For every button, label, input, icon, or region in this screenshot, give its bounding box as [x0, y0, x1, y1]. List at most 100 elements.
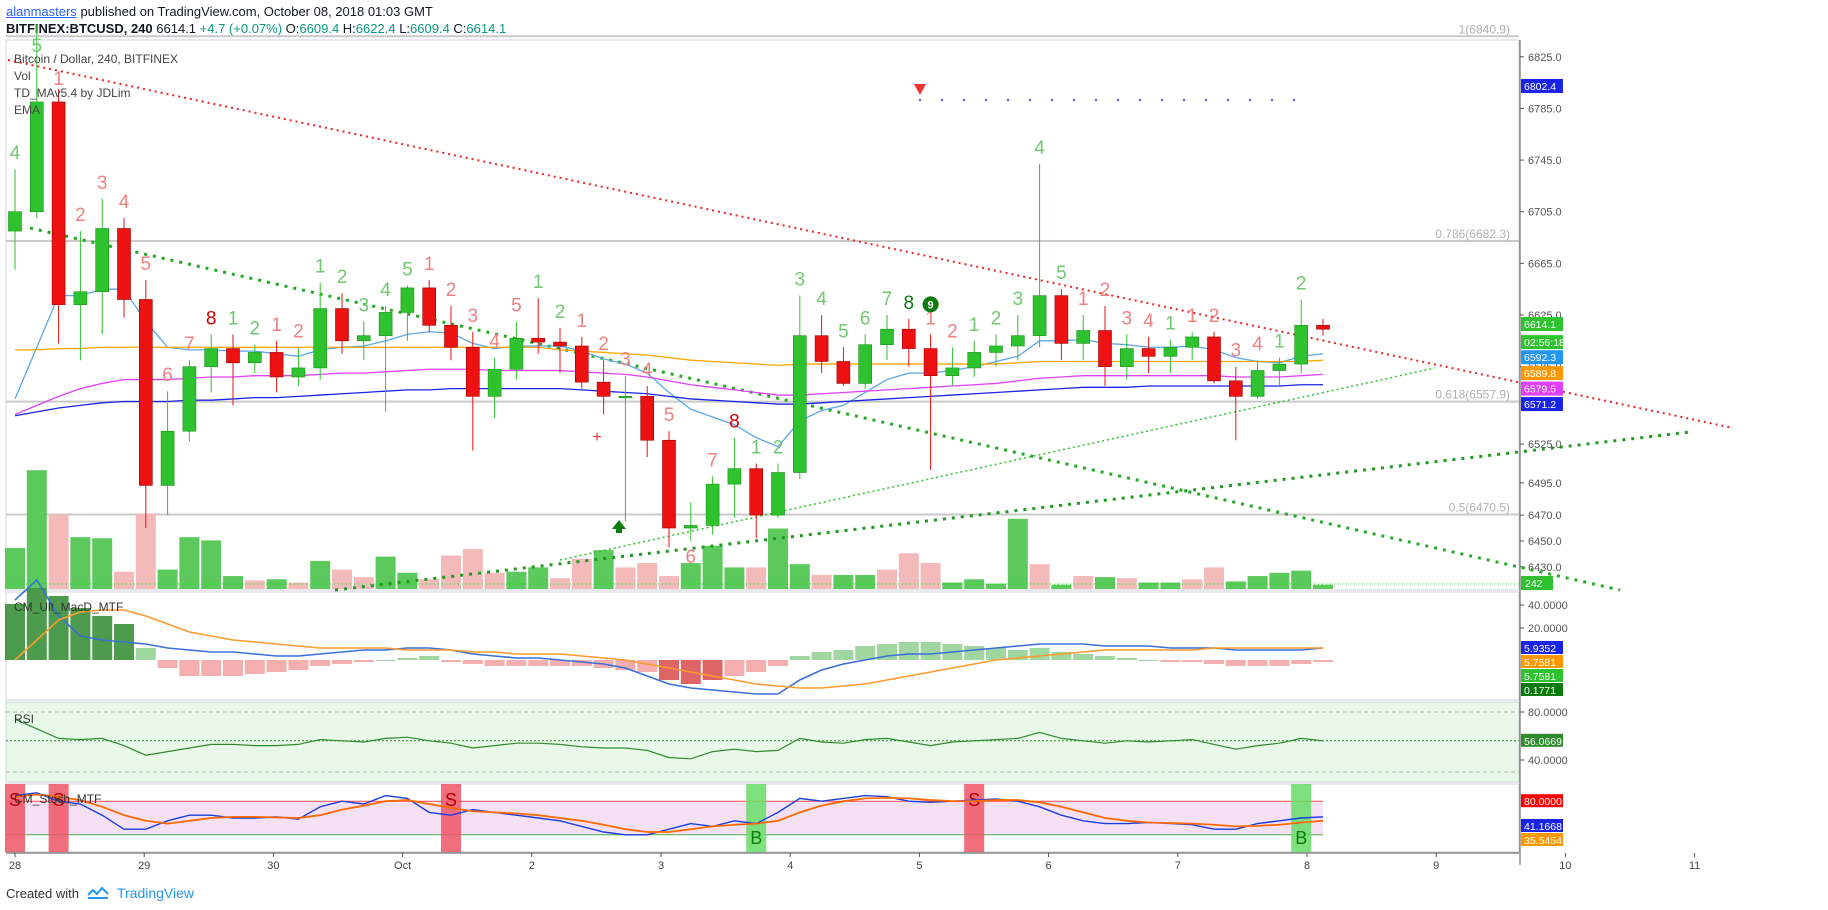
- volume-bar: [1313, 584, 1333, 589]
- td-count-label: 6: [686, 547, 697, 568]
- candle-body: [923, 348, 938, 376]
- volume-bar: [244, 580, 265, 589]
- candle-body: [444, 325, 458, 348]
- candle-body: [749, 468, 764, 516]
- macd-histogram-bar: [1291, 660, 1312, 664]
- volume-bar: [571, 558, 592, 589]
- td-count-label: 2: [947, 321, 958, 342]
- candle-body: [95, 228, 109, 293]
- stoch-upper-box: [1521, 794, 1563, 808]
- time-tick-label: 10: [1559, 860, 1571, 872]
- volume-bar: [462, 549, 483, 589]
- candle-body: [139, 299, 153, 486]
- td-count-label: 1: [751, 437, 762, 458]
- macd-signal-line: [14, 609, 1323, 689]
- td-count-label: 3: [468, 306, 479, 327]
- macd-histogram-bar: [288, 660, 309, 670]
- volume-bar: [1138, 582, 1159, 589]
- trading-chart[interactable]: 6825.06785.06745.06705.06665.06625.06585…: [0, 0, 1828, 880]
- macd-histogram-bar: [201, 660, 222, 676]
- macd-histogram-bar: [898, 642, 919, 660]
- price-label-text: 6614.1: [1524, 319, 1556, 331]
- signal-dot: [918, 98, 922, 102]
- signal-dot: [1160, 98, 1164, 102]
- volume-bar: [441, 555, 461, 589]
- candle-body: [1098, 330, 1112, 367]
- macd-histogram-bar: [855, 646, 876, 660]
- author-link[interactable]: alanmasters: [6, 4, 77, 19]
- stoch-signal-label: S: [445, 790, 457, 810]
- rsi-axis-label: 80.0000: [1528, 707, 1568, 719]
- volume-bar: [1051, 584, 1072, 589]
- candle-body: [8, 211, 22, 232]
- fib-level-label: 0.618(6557.9): [1435, 388, 1510, 402]
- stoch-upper-text: 80.0000: [1524, 796, 1562, 808]
- price-label-box: [1521, 350, 1563, 365]
- macd-histogram-bar: [397, 658, 418, 660]
- td-count-label: 2: [1100, 280, 1111, 301]
- price-tick-label: 6450.0: [1528, 536, 1562, 548]
- price-tick-label: 6470.0: [1528, 510, 1562, 522]
- candle-body: [1207, 336, 1221, 382]
- volume-bar: [659, 576, 679, 589]
- td-count-label: 1: [1165, 314, 1176, 335]
- td-count-label: 4: [1143, 311, 1154, 332]
- volume-bar: [811, 574, 832, 589]
- volume-bar: [789, 564, 810, 589]
- stoch-signal-bar: [48, 784, 69, 852]
- macd-histogram-bar: [1160, 660, 1181, 662]
- price-tick-label: 6825.0: [1528, 52, 1562, 64]
- macd-histogram-bar: [811, 652, 832, 660]
- volume-bar: [310, 560, 331, 589]
- volume-bar: [877, 569, 897, 589]
- time-tick-label: 5: [916, 860, 922, 872]
- price-tick-label: 6785.0: [1528, 103, 1562, 115]
- td-count-label: 2: [337, 267, 348, 288]
- candle-body: [1272, 363, 1287, 371]
- candle-body: [989, 345, 1003, 353]
- td-count-label: 1: [533, 272, 544, 293]
- candle-body: [1120, 348, 1134, 367]
- time-tick-label: 9: [1433, 860, 1439, 872]
- tradingview-link[interactable]: TradingView: [116, 885, 195, 901]
- macd-histogram-bar: [484, 660, 505, 666]
- volume-bar: [332, 569, 352, 589]
- macd-histogram-bar: [244, 660, 265, 674]
- macd-histogram-bar: [179, 660, 200, 676]
- stoch-value-text: 35.5454: [1524, 835, 1562, 847]
- td-count-label: 1: [1078, 289, 1089, 310]
- time-tick-label: Oct: [394, 860, 411, 872]
- td-count-label: 3: [1013, 289, 1024, 310]
- last-price: 6614.1: [156, 21, 197, 36]
- created-with: Created with: [6, 885, 79, 901]
- stoch-k-line: [14, 792, 1324, 836]
- time-tick-label: 29: [138, 860, 150, 872]
- candle-body: [945, 367, 960, 376]
- price-tick-label: 6495.0: [1528, 478, 1562, 490]
- td-count-label: 2: [598, 334, 609, 355]
- td-count-label: 2: [1209, 306, 1220, 327]
- volume-bar: [702, 545, 723, 589]
- stoch-pane-label: CM_Stoch_MTF: [14, 792, 102, 806]
- macd-histogram-bar: [310, 660, 331, 666]
- macd-axis-label: 20.0000: [1528, 623, 1568, 635]
- volume-bar: [1007, 518, 1028, 589]
- volume-bar: [680, 563, 701, 589]
- macd-histogram-bar: [1095, 656, 1115, 660]
- volume-bar: [1160, 582, 1181, 589]
- candle-body: [204, 348, 218, 367]
- stoch-signal-bar: [5, 784, 25, 852]
- time-tick-label: 11: [1689, 860, 1700, 872]
- candle-body: [29, 101, 44, 213]
- volume-bar: [26, 470, 47, 589]
- td-count-label: 4: [816, 289, 827, 310]
- legend-ema: EMA: [14, 103, 41, 117]
- td-count-label: 4: [1034, 138, 1045, 159]
- candle-body: [160, 430, 175, 486]
- high-value: 6622.4: [355, 21, 396, 36]
- volume-bar: [223, 576, 243, 589]
- candle-body: [1316, 325, 1330, 330]
- price-label-box: [1521, 366, 1563, 381]
- candle-body: [269, 352, 284, 378]
- td-count-label: 2: [446, 280, 457, 301]
